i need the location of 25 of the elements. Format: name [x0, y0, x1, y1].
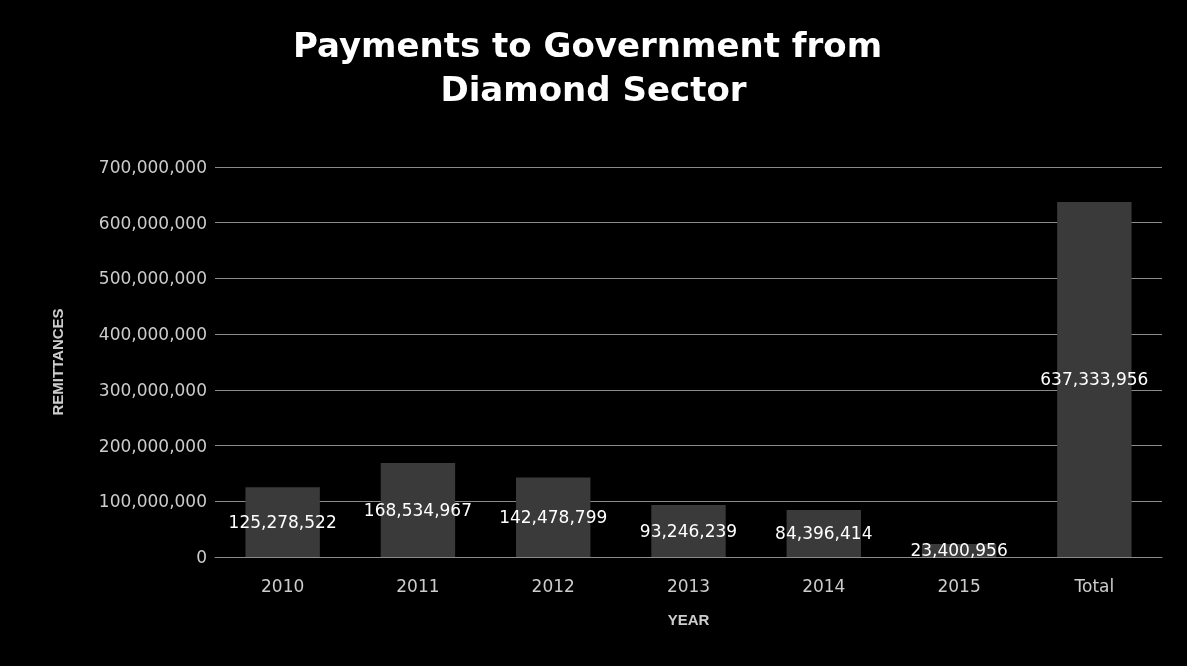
y-tick-label: 600,000,000	[98, 212, 207, 233]
data-label: 168,534,967	[363, 500, 473, 521]
y-tick-label: 500,000,000	[98, 268, 207, 289]
x-tick-label: 2014	[802, 575, 846, 596]
data-label: 84,396,414	[775, 523, 873, 544]
y-tick-label: 0	[196, 547, 207, 567]
x-tick-label: 2011	[396, 575, 440, 596]
data-label: 23,400,956	[910, 540, 1008, 561]
y-tick-label: 200,000,000	[98, 435, 207, 456]
x-tick-label: Total	[1073, 575, 1115, 596]
data-label: 125,278,522	[228, 512, 337, 533]
data-label: 637,333,956	[1040, 369, 1149, 390]
y-tick-label: 700,000,000	[98, 157, 207, 177]
x-tick-label: 2015	[937, 575, 981, 596]
y-tick-label: 100,000,000	[98, 491, 207, 512]
chart-title: Payments to Government from Diamond Sector	[293, 25, 894, 109]
data-label: 93,246,239	[639, 521, 738, 542]
x-tick-label: 2010	[261, 575, 305, 596]
x-axis-title: YEAR	[667, 611, 710, 628]
y-axis-title: REMITTANCES	[49, 308, 66, 416]
x-tick-label: 2012	[531, 575, 575, 596]
data-label: 142,478,799	[499, 507, 608, 528]
y-tick-label: 300,000,000	[98, 379, 207, 400]
y-tick-label: 400,000,000	[98, 324, 207, 345]
x-tick-label: 2013	[666, 575, 711, 596]
